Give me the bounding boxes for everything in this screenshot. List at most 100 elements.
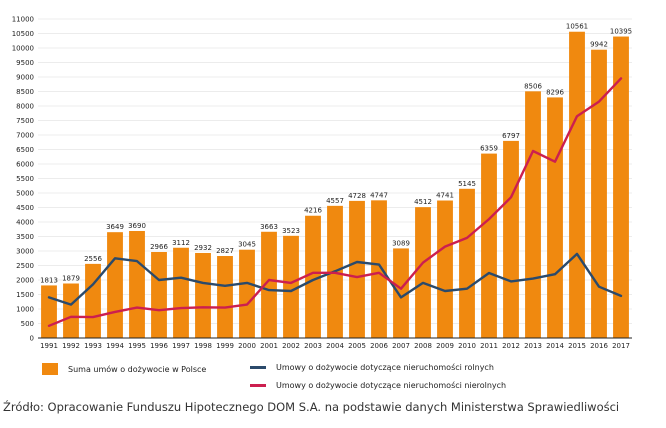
y-tick-label: 7000	[16, 132, 34, 140]
y-tick-label: 7500	[16, 117, 34, 125]
bar-data-label: 3649	[106, 223, 124, 231]
y-tick-label: 0	[30, 335, 34, 343]
x-tick-label: 2017	[612, 342, 630, 350]
y-tick-label: 4000	[16, 219, 34, 227]
bar	[591, 49, 607, 338]
bar	[195, 252, 211, 338]
x-tick-label: 2005	[348, 342, 366, 350]
y-tick-label: 3500	[16, 233, 34, 241]
legend-swatch-total	[42, 363, 58, 375]
bar	[261, 231, 277, 338]
bar-data-label: 3523	[282, 227, 300, 235]
x-tick-label: 2011	[480, 342, 498, 350]
legend-label-rural: Umowy o dożywocie dotyczące nieruchomośc…	[276, 363, 494, 372]
bar-data-label: 2932	[194, 244, 212, 252]
bar	[129, 230, 145, 338]
bar-data-labels: 1813 1879 2556 3649 3690 2966 3112 2932 2827 3045…	[40, 23, 632, 285]
bar-data-label: 2966	[150, 243, 168, 251]
bar-data-label: 3045	[238, 241, 256, 249]
bar-data-label: 4741	[436, 192, 454, 200]
x-tick-label: 2000	[238, 342, 256, 350]
x-tick-label: 2012	[502, 342, 520, 350]
bar-data-label: 2556	[84, 255, 102, 263]
bar	[283, 235, 299, 338]
legend-item-rural: Umowy o dożywocie dotyczące nieruchomośc…	[250, 363, 494, 372]
y-tick-label: 5000	[16, 190, 34, 198]
bar	[107, 232, 123, 338]
bar-data-label: 3089	[392, 239, 410, 247]
y-tick-label: 2500	[16, 262, 34, 270]
y-tick-label: 10000	[12, 45, 34, 53]
x-tick-label: 1995	[128, 342, 146, 350]
y-tick-label: 8000	[16, 103, 34, 111]
y-tick-label: 6000	[16, 161, 34, 169]
bar	[63, 283, 79, 338]
lines	[47, 77, 623, 327]
bar	[41, 285, 57, 338]
bar-data-label: 4747	[370, 191, 388, 199]
y-tick-label: 9000	[16, 74, 34, 82]
y-tick-label: 500	[21, 320, 34, 328]
x-tick-label: 2007	[392, 342, 410, 350]
x-tick-label: 1993	[84, 342, 102, 350]
bar	[459, 188, 475, 338]
x-tick-label: 1991	[40, 342, 58, 350]
bar	[547, 97, 563, 338]
bar	[85, 263, 101, 338]
line-series-nonrural	[47, 77, 623, 327]
y-tick-label: 1500	[16, 291, 34, 299]
bar-data-label: 10395	[610, 28, 632, 36]
bar	[569, 31, 585, 339]
bar-data-label: 1813	[40, 276, 58, 284]
bar-data-label: 4512	[414, 198, 432, 206]
bar	[613, 36, 629, 339]
bar	[371, 200, 387, 338]
bar	[481, 153, 497, 338]
legend-swatch-rural	[250, 366, 266, 369]
y-tick-label: 11000	[12, 16, 34, 24]
bar-data-label: 6797	[502, 132, 520, 140]
legend-item-total: Suma umów o dożywocie w Polsce	[42, 363, 206, 375]
chart: 0 500 1000 1500 2000 2500 3000 3500 4000 4500 5000…	[12, 16, 632, 351]
y-tick-label: 1000	[16, 306, 34, 314]
bar-data-label: 3690	[128, 222, 146, 230]
y-tick-label: 10500	[12, 30, 34, 38]
bar-data-label: 9942	[590, 41, 608, 49]
x-tick-label: 2016	[590, 342, 608, 350]
x-tick-label: 2009	[436, 342, 454, 350]
bar	[525, 91, 541, 339]
y-tick-label: 2000	[16, 277, 34, 285]
bar-data-label: 3663	[260, 223, 278, 231]
bar-data-label: 1879	[62, 275, 80, 283]
y-tick-label: 8500	[16, 88, 34, 96]
bar-data-label: 6359	[480, 145, 498, 153]
bar-data-label: 8296	[546, 88, 564, 96]
bar	[151, 251, 167, 338]
bar-data-label: 3112	[172, 239, 190, 247]
x-tick-label: 2013	[524, 342, 542, 350]
legend-label-total: Suma umów o dożywocie w Polsce	[68, 364, 207, 374]
x-tick-label: 2014	[546, 342, 564, 350]
legend-label-nonrural: Umowy o dożywocie dotyczące nieruchomośc…	[276, 381, 507, 390]
y-tick-label: 9500	[16, 59, 34, 67]
x-tick-label: 2001	[260, 342, 278, 350]
y-tick-label: 4500	[16, 204, 34, 212]
legend-swatch-nonrural	[250, 384, 266, 387]
x-tick-label: 2003	[304, 342, 322, 350]
bar	[173, 247, 189, 338]
bar	[305, 215, 321, 338]
bar	[393, 248, 409, 338]
bar	[503, 140, 519, 338]
x-tick-label: 2006	[370, 342, 388, 350]
bar-data-label: 2827	[216, 247, 234, 255]
x-tick-label: 2002	[282, 342, 300, 350]
y-axis: 0 500 1000 1500 2000 2500 3000 3500 4000 4500 5000…	[12, 16, 34, 343]
x-tick-label: 2010	[458, 342, 476, 350]
bar	[239, 249, 255, 338]
bar	[437, 200, 453, 338]
x-tick-label: 1992	[62, 342, 80, 350]
y-tick-label: 6500	[16, 146, 34, 154]
bar-data-label: 4216	[304, 207, 322, 215]
x-tick-label: 1999	[216, 342, 234, 350]
x-tick-label: 2008	[414, 342, 432, 350]
